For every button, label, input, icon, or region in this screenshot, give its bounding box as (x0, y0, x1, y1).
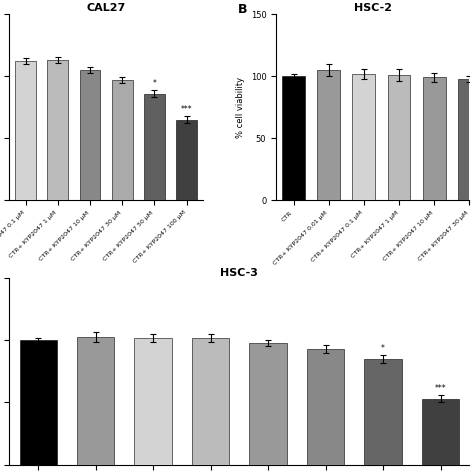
Bar (318, 70, 340, 201)
Bar (249, 343, 287, 465)
Text: B: B (237, 3, 247, 16)
Bar (176, 119, 197, 201)
Text: ***: *** (435, 384, 447, 393)
Bar (47, 60, 68, 201)
Bar (353, 74, 375, 201)
Bar (112, 80, 133, 201)
Bar (80, 70, 100, 201)
Title: CAL27: CAL27 (86, 3, 126, 13)
Bar (422, 399, 459, 465)
Bar (307, 349, 344, 465)
Title: HSC-2: HSC-2 (354, 3, 392, 13)
Text: *: * (153, 79, 156, 88)
Bar (365, 359, 402, 465)
Bar (423, 77, 446, 201)
Bar (0, 60, 4, 201)
Bar (77, 337, 114, 465)
Title: HSC-3: HSC-3 (220, 268, 258, 278)
Bar (388, 75, 410, 201)
Text: ***: *** (181, 105, 192, 114)
Bar (282, 76, 305, 201)
Bar (192, 338, 229, 465)
Bar (144, 93, 165, 201)
Bar (19, 340, 57, 465)
Bar (15, 61, 36, 201)
Text: *: * (381, 345, 385, 354)
Bar (135, 338, 172, 465)
Bar (458, 79, 474, 201)
Y-axis label: % cell viability: % cell viability (236, 77, 245, 138)
